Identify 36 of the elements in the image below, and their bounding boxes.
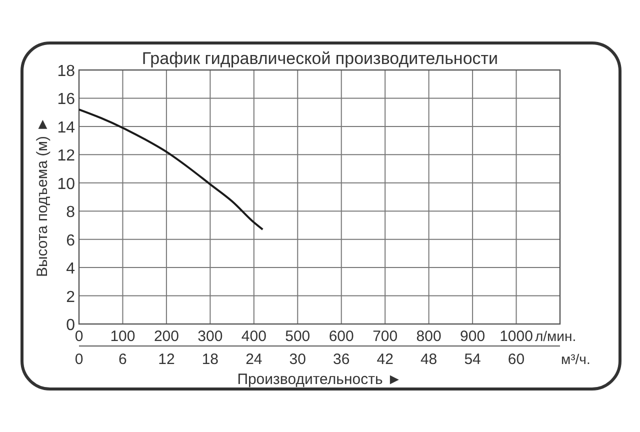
chart-title: График гидравлической производительности — [142, 49, 498, 68]
y-axis-title: Высота подъема (м) ► — [34, 116, 51, 278]
x2-tick-label: 18 — [202, 351, 219, 368]
x2-tick-label: 6 — [118, 351, 127, 368]
text: л/мин. — [535, 328, 576, 344]
y-tick-label: 0 — [66, 317, 76, 334]
x2-tick-label: 24 — [246, 351, 262, 368]
y-tick-label: 6 — [66, 232, 76, 250]
y-tick-label: 18 — [57, 63, 76, 80]
x-tick-label: 400 — [241, 328, 266, 345]
y-tick-label: 16 — [57, 91, 76, 108]
x2-tick-label: 54 — [464, 351, 481, 368]
y-tick-label: 12 — [57, 148, 76, 165]
y-tick-label: 10 — [57, 176, 76, 193]
x2-tick-label: 42 — [376, 351, 394, 368]
x-tick-label: 300 — [198, 328, 223, 345]
y-tick-label: 2 — [66, 288, 76, 306]
x2-tick-label: 60 — [508, 351, 525, 368]
y-tick-label: 14 — [57, 119, 76, 136]
y-tick-label: 4 — [66, 260, 76, 278]
x2-tick-label: 12 — [158, 351, 175, 368]
x-tick-label: 800 — [416, 328, 442, 345]
x2-tick-label: 36 — [333, 351, 350, 368]
line-series — [78, 108, 264, 230]
x-tick-label: 200 — [154, 328, 179, 345]
x-tick-label: 500 — [285, 328, 310, 345]
x-axis-title: Производительность ► — [237, 371, 402, 388]
x-tick-label: 600 — [328, 328, 354, 345]
x2-tick-label: 48 — [420, 351, 438, 368]
x-tick-label: 1000 — [500, 328, 533, 345]
x-tick-label: 900 — [460, 328, 486, 345]
x2-tick-label: 30 — [289, 351, 306, 368]
x2-axis-title: м³/ч. — [561, 351, 590, 367]
x-tick-label: 100 — [110, 328, 136, 345]
x-tick-label: 700 — [372, 328, 398, 345]
y-tick-label: 8 — [66, 204, 76, 222]
